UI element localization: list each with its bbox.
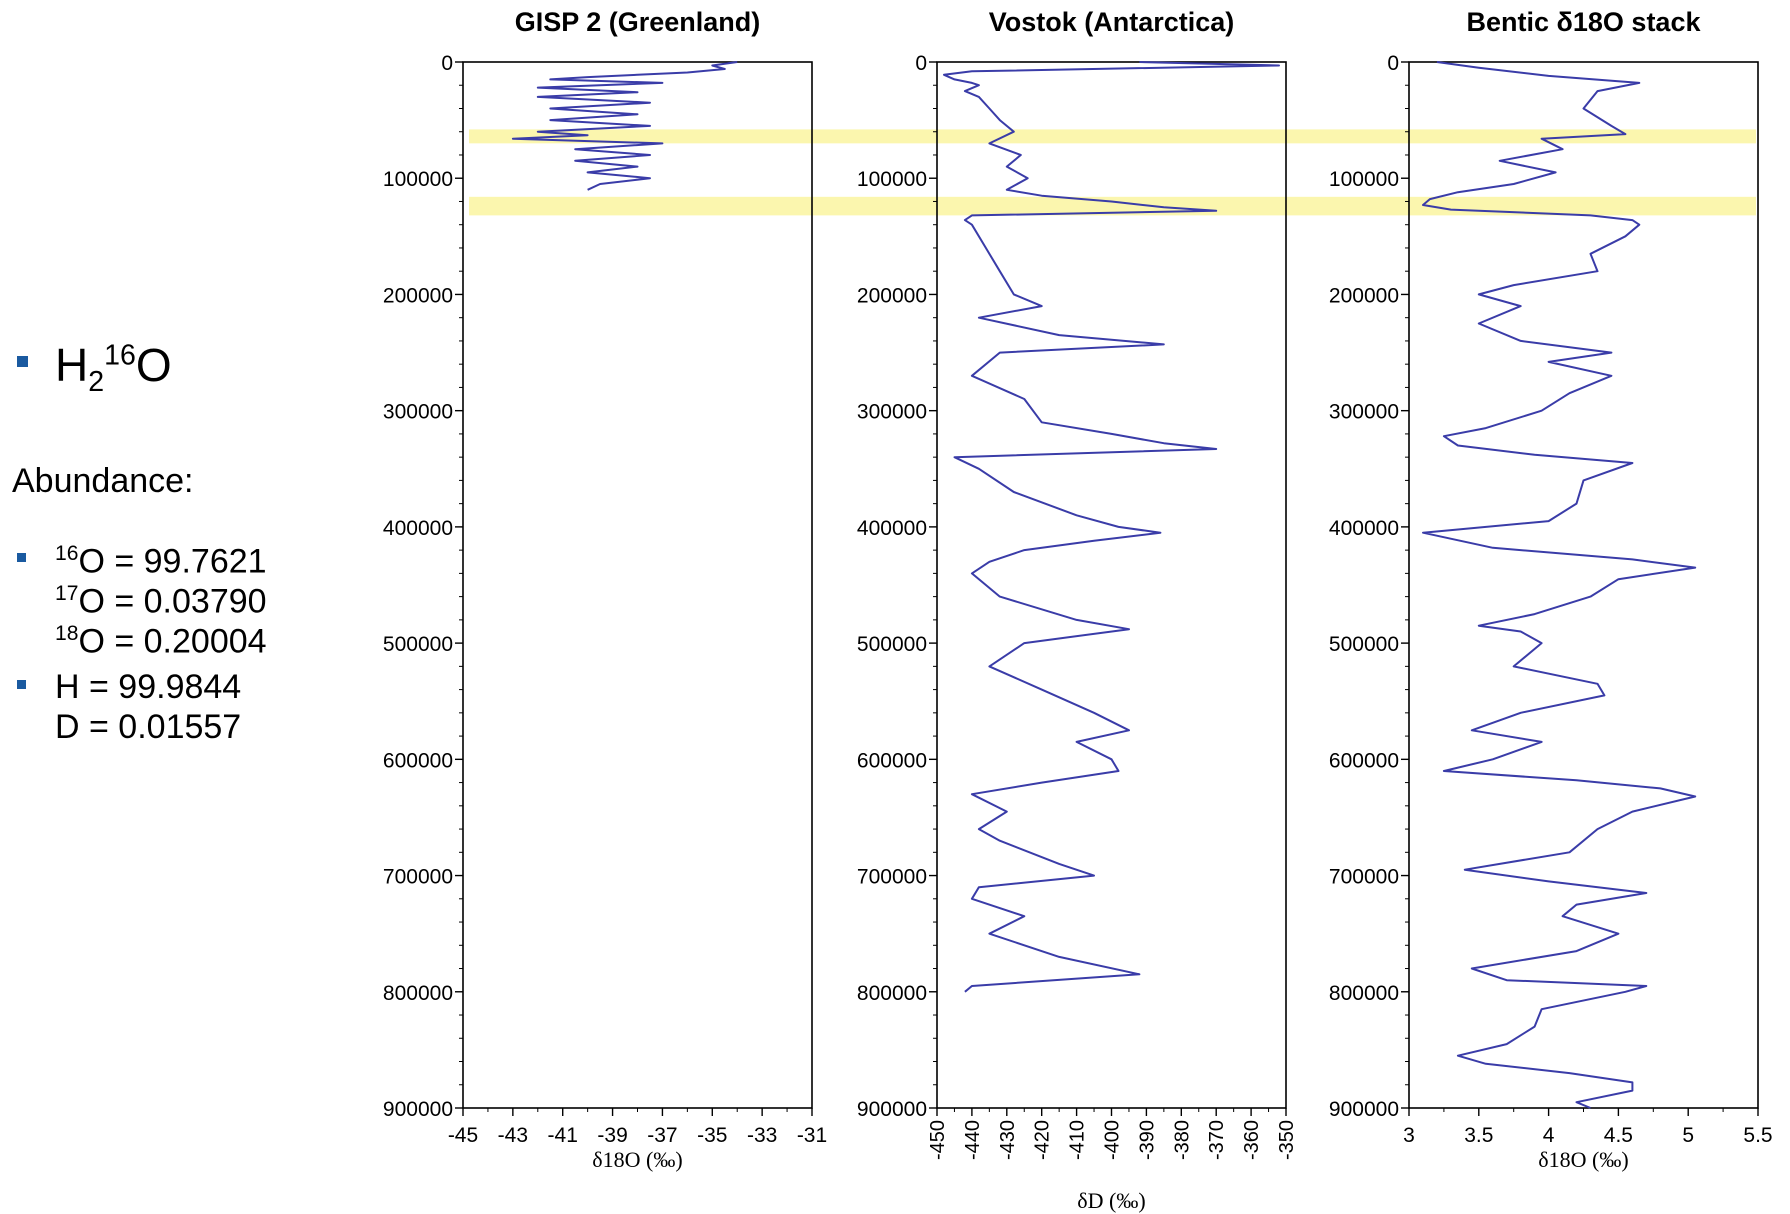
x-tick-label: 3 [1403, 1124, 1415, 1147]
series-line [511, 61, 738, 191]
y-tick-label: 200000 [383, 284, 453, 307]
y-tick-label: 700000 [383, 866, 453, 889]
y-tick-label: 0 [441, 52, 453, 75]
y-tick-label: 700000 [857, 866, 927, 889]
highlight-band [469, 129, 1756, 144]
y-tick-label: 800000 [383, 982, 453, 1005]
isotope-o18: 18O = 0.20004 [55, 622, 267, 661]
bullet-icon [17, 356, 28, 367]
chart-title: Bentic δ18O stack [1467, 7, 1702, 37]
panel-2: Vostok (Antarctica) 0 100000 200000 300000 40… [857, 7, 1298, 1213]
x-tick-label: -360 [1241, 1120, 1263, 1160]
plot-frame [1408, 61, 1759, 1109]
highlight-band [469, 196, 1756, 216]
y-tick-label: 200000 [857, 284, 927, 307]
molecule-base-h: H [55, 339, 89, 391]
isotope-value: O = 99.7621 [78, 542, 267, 581]
y-tick-label: 500000 [857, 633, 927, 656]
y-tick-label: 600000 [857, 749, 927, 772]
isotope-o17: 17O = 0.03790 [55, 582, 267, 621]
x-tick-label: 5.5 [1743, 1124, 1772, 1147]
y-tick-label: 300000 [383, 401, 453, 424]
y-tick-label: 500000 [383, 633, 453, 656]
molecule-formula: H216O [55, 338, 172, 399]
x-tick-label: -33 [747, 1124, 777, 1147]
y-tick-label: 0 [915, 52, 927, 75]
panel-3: Bentic δ18O stack 0 100000 200000 300000 4000… [1329, 7, 1773, 1172]
series-line [943, 61, 1280, 993]
y-tick-label: 600000 [1329, 749, 1399, 772]
mass-number: 16 [55, 542, 79, 565]
chart-title: Vostok (Antarctica) [989, 7, 1235, 37]
x-tick-label: 4 [1543, 1124, 1555, 1147]
bullet-icon [17, 553, 26, 562]
molecule-subscript: 2 [88, 366, 105, 399]
x-tick-label: -31 [797, 1124, 827, 1147]
plot-frame [462, 61, 813, 1109]
x-tick-label: -400 [1102, 1120, 1124, 1160]
x-tick-label: -380 [1171, 1120, 1193, 1160]
isotope-o16: 16O = 99.7621 [55, 542, 267, 581]
isotope-h: H = 99.9844 [55, 668, 242, 706]
molecule-base-o: O [135, 339, 172, 391]
x-tick-label: -39 [597, 1124, 627, 1147]
x-tick-label: -350 [1276, 1120, 1298, 1160]
molecule-superscript: 16 [104, 339, 136, 372]
y-tick-label: 600000 [383, 749, 453, 772]
y-tick-label: 500000 [1329, 633, 1399, 656]
x-tick-label: 5 [1682, 1124, 1694, 1147]
y-tick-label: 100000 [383, 168, 453, 191]
x-axis-label: δ18O (‰) [1538, 1147, 1628, 1172]
y-tick-label: 300000 [857, 401, 927, 424]
x-tick-label: -440 [962, 1120, 984, 1160]
mass-number: 18 [55, 622, 79, 645]
y-tick-label: 400000 [383, 517, 453, 540]
y-tick-label: 700000 [1329, 866, 1399, 889]
y-tick-label: 400000 [857, 517, 927, 540]
x-tick-label: -41 [548, 1124, 578, 1147]
plot-frame [936, 61, 1287, 1109]
y-tick-label: 800000 [857, 982, 927, 1005]
isotope-info-panel: H216O Abundance: 16O = 99.7621 17O = 0.0… [0, 0, 320, 1214]
x-tick-label: -35 [697, 1124, 727, 1147]
isotope-d: D = 0.01557 [55, 708, 242, 746]
y-tick-label: 300000 [1329, 401, 1399, 424]
x-tick-label: -420 [1032, 1120, 1054, 1160]
x-axis-label: δ18O (‰) [592, 1147, 682, 1172]
y-tick-label: 900000 [1329, 1098, 1399, 1121]
y-tick-label: 400000 [1329, 517, 1399, 540]
x-tick-label: -430 [997, 1120, 1019, 1160]
y-tick-label: 900000 [383, 1098, 453, 1121]
x-tick-label: -410 [1067, 1120, 1089, 1160]
bullet-icon [17, 680, 26, 689]
x-tick-label: 3.5 [1464, 1124, 1493, 1147]
mass-number: 17 [55, 582, 79, 605]
x-tick-label: -37 [647, 1124, 677, 1147]
isotope-value: O = 0.03790 [78, 582, 267, 621]
y-tick-label: 100000 [857, 168, 927, 191]
isotope-value: O = 0.20004 [78, 622, 267, 661]
y-tick-label: 0 [1387, 52, 1399, 75]
x-tick-label: -390 [1136, 1120, 1158, 1160]
panel-1: GISP 2 (Greenland) 0 100000 200000 300000 400… [383, 7, 827, 1172]
x-tick-label: 4.5 [1604, 1124, 1633, 1147]
y-tick-label: 200000 [1329, 284, 1399, 307]
y-tick-label: 900000 [857, 1098, 927, 1121]
x-tick-label: -45 [448, 1124, 478, 1147]
y-tick-label: 100000 [1329, 168, 1399, 191]
series-line [1422, 61, 1697, 1109]
x-tick-label: -43 [498, 1124, 528, 1147]
chart-title: GISP 2 (Greenland) [515, 7, 761, 37]
x-tick-label: -370 [1206, 1120, 1228, 1160]
x-tick-label: -450 [927, 1120, 949, 1160]
abundance-label: Abundance: [12, 462, 194, 500]
x-axis-label: δD (‰) [1077, 1188, 1145, 1213]
y-tick-label: 800000 [1329, 982, 1399, 1005]
